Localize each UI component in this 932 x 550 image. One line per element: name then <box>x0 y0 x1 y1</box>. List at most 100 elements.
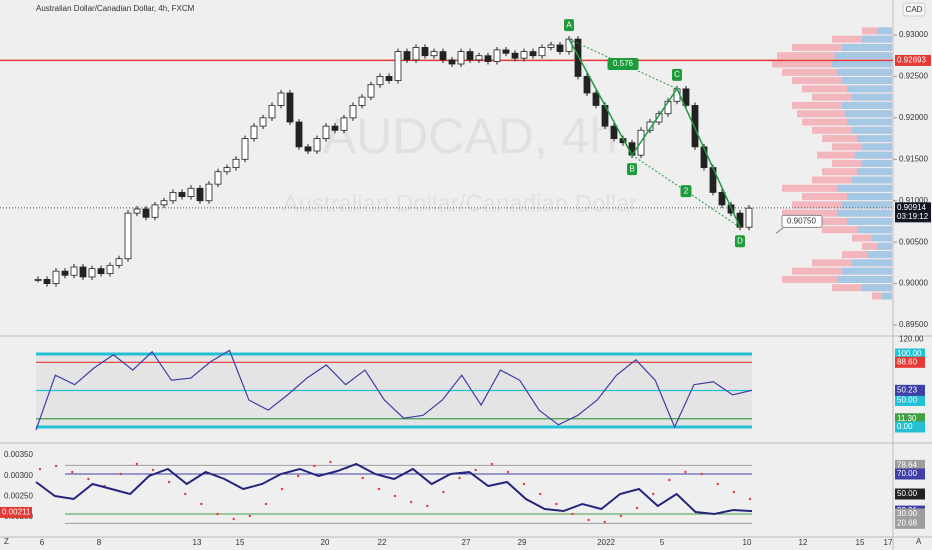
left-current: 0.00211 <box>2 508 31 517</box>
candle <box>268 105 276 119</box>
point-label: D <box>737 236 743 245</box>
currency-box[interactable] <box>902 2 926 17</box>
ratio-label: 0.576 <box>613 59 634 68</box>
rsi-level-label-box <box>895 348 925 360</box>
candle <box>358 96 366 106</box>
candle <box>322 125 330 139</box>
osc-dot <box>700 472 703 476</box>
candle <box>610 125 618 139</box>
symbol-title: Australian Dollar/Canadian Dollar, 4h, F… <box>36 4 195 13</box>
corner-left[interactable]: Z <box>4 537 9 546</box>
profile-bar-value <box>857 135 892 143</box>
left-tick-label: 0.00250 <box>4 491 33 500</box>
x-tick-label: 12 <box>799 538 808 547</box>
candle <box>385 76 393 81</box>
x-tick-label: 15 <box>236 538 245 547</box>
candle <box>61 270 69 276</box>
candle <box>430 51 438 57</box>
candle <box>286 92 294 123</box>
candle <box>475 55 483 61</box>
profile-bar-value <box>852 126 892 134</box>
candle <box>250 125 258 139</box>
osc-dot <box>296 474 300 478</box>
osc-dot <box>539 492 542 496</box>
profile-bar-value <box>877 242 892 250</box>
profile-bar-value <box>847 193 892 201</box>
candle <box>43 279 51 284</box>
osc-dot <box>216 512 219 516</box>
candle <box>493 49 501 62</box>
osc-level-label-box <box>895 468 925 480</box>
osc-dot <box>232 517 235 521</box>
osc-dot <box>619 514 623 518</box>
osc-line <box>35 462 753 516</box>
candle <box>133 208 141 214</box>
last-price: 0.90914 <box>897 203 926 212</box>
osc-level-label: 20.68 <box>897 518 918 527</box>
candle <box>565 38 573 52</box>
candle <box>313 138 321 152</box>
osc-dot <box>555 502 558 506</box>
candle <box>583 76 591 94</box>
candle <box>52 270 60 284</box>
osc-dot <box>716 482 719 486</box>
osc-dot <box>38 467 42 471</box>
osc-dot <box>684 470 687 474</box>
candle <box>106 264 114 275</box>
osc-dot <box>200 502 203 506</box>
x-tick-label: 20 <box>321 538 330 547</box>
x-tick-label: 15 <box>856 538 865 547</box>
candle <box>592 92 600 106</box>
candle <box>70 266 78 276</box>
left-current-box <box>0 506 32 518</box>
profile-bar-value <box>862 143 892 151</box>
last-price-box <box>895 202 931 223</box>
profile-bar-value <box>854 151 892 159</box>
x-tick-label: 22 <box>378 538 387 547</box>
profile-bar-value <box>842 267 892 275</box>
x-tick-label: 29 <box>518 538 527 547</box>
x-tick-label: 5 <box>660 538 665 547</box>
corner-right[interactable]: A <box>916 537 922 546</box>
osc-dot <box>361 476 364 480</box>
profile-bar-value <box>837 184 892 192</box>
osc-dot <box>135 462 139 466</box>
rsi-level-label: 0.00 <box>897 422 913 431</box>
rsi-level-label: 11.30 <box>897 414 917 423</box>
candle <box>403 51 411 61</box>
rsi-axis-label: 120.00 <box>899 335 924 344</box>
candle <box>34 279 42 281</box>
candle <box>457 51 465 65</box>
candle <box>142 208 150 218</box>
candle <box>151 204 159 218</box>
candle <box>241 138 249 160</box>
profile-bar-value <box>862 284 892 292</box>
candle <box>511 52 519 59</box>
profile-bar-value <box>867 251 892 259</box>
candle <box>529 51 537 57</box>
rsi-level-label-box <box>895 421 925 433</box>
x-tick-label: 6 <box>40 538 45 547</box>
candle <box>223 167 231 173</box>
profile-bar-value <box>832 60 892 68</box>
candle <box>124 212 132 260</box>
point-label: C <box>674 70 680 79</box>
candle <box>466 51 474 61</box>
point-box <box>627 163 637 176</box>
currency[interactable]: CAD <box>906 5 923 14</box>
profile-bar-value <box>862 35 892 43</box>
profile-bar-value <box>882 292 892 300</box>
candle <box>538 47 546 57</box>
candle <box>646 121 654 131</box>
profile-bar-value <box>857 226 892 234</box>
candle <box>115 258 123 266</box>
profile-bar-value <box>837 275 892 283</box>
ratio-label: 2 <box>684 186 689 195</box>
candle <box>214 171 222 185</box>
osc-dot <box>490 462 494 466</box>
y-tick-label: 0.89500 <box>899 320 928 329</box>
candle <box>304 146 312 152</box>
osc-dot <box>184 492 187 496</box>
candle <box>88 268 96 278</box>
osc-dot <box>377 487 381 491</box>
